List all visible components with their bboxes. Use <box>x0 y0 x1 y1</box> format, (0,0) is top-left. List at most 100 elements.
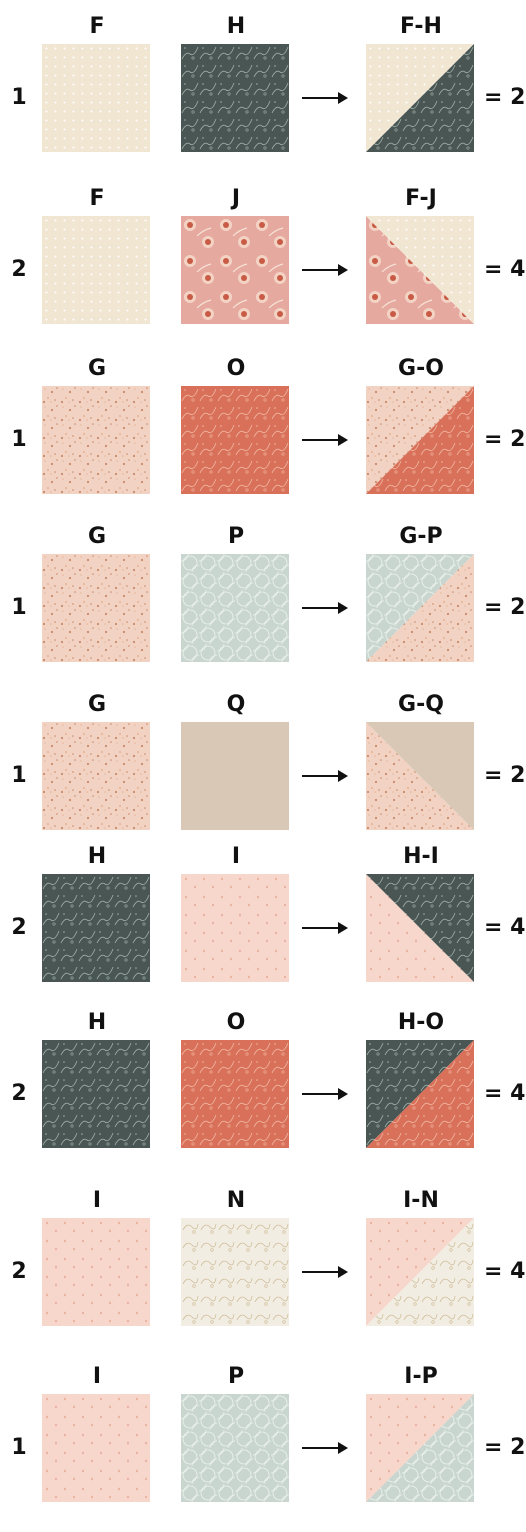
arrow-right-icon <box>300 1438 350 1458</box>
hst-triangle-top-right <box>366 874 474 982</box>
quantity-label: 1 <box>11 763 27 788</box>
fabric-a-label: I <box>92 1364 102 1389</box>
quantity-label: 2 <box>11 257 27 282</box>
fabric-a-swatch <box>42 44 150 152</box>
fabric-b-label: I <box>231 844 241 869</box>
fabric-a-label: G <box>87 524 107 549</box>
swatch-fill <box>181 1040 289 1148</box>
fabric-a-label: F <box>89 186 105 211</box>
result-unit-label: F-J <box>405 186 437 211</box>
swatch-fill <box>42 722 150 830</box>
unit-row: 1 F H F-H = 2 <box>0 4 526 164</box>
hst-result-square <box>366 554 474 662</box>
result-unit-label: F-H <box>400 14 442 39</box>
fabric-b-swatch <box>181 386 289 494</box>
quantity-label: 1 <box>11 85 27 110</box>
result-unit-label: G-O <box>398 356 444 381</box>
fabric-b-label: J <box>231 186 241 211</box>
unit-row: 2 I N I-N = 4 <box>0 1178 526 1338</box>
result-count: = 2 <box>484 427 526 452</box>
arrow-right-icon <box>300 766 350 786</box>
fabric-b-swatch <box>181 216 289 324</box>
fabric-b-label: N <box>226 1188 246 1213</box>
hst-triangle-bottom <box>366 1218 474 1326</box>
fabric-b-label: O <box>226 356 246 381</box>
fabric-a-swatch <box>42 874 150 982</box>
fabric-a-swatch <box>42 1040 150 1148</box>
result-unit-label: I-P <box>404 1364 438 1389</box>
result-unit-label: H-I <box>403 844 439 869</box>
hst-result-square <box>366 1040 474 1148</box>
hst-triangle-bottom <box>366 1040 474 1148</box>
unit-row: 1 G Q G-Q = 2 <box>0 682 526 842</box>
hst-triangle-bottom <box>366 554 474 662</box>
swatch-fill <box>42 1218 150 1326</box>
swatch-fill <box>42 554 150 662</box>
fabric-a-label: G <box>87 356 107 381</box>
hst-result-square <box>366 216 474 324</box>
fabric-b-label: Q <box>226 692 246 717</box>
fabric-b-swatch <box>181 1218 289 1326</box>
fabric-a-swatch <box>42 1394 150 1502</box>
swatch-fill <box>42 1040 150 1148</box>
hst-triangle-top-right <box>366 722 474 830</box>
fabric-b-swatch <box>181 874 289 982</box>
hst-result-square <box>366 386 474 494</box>
quantity-label: 1 <box>11 427 27 452</box>
fabric-a-swatch <box>42 1218 150 1326</box>
result-count: = 2 <box>484 595 526 620</box>
hst-triangle-bottom <box>366 1394 474 1502</box>
quantity-label: 1 <box>11 595 27 620</box>
fabric-b-label: O <box>226 1010 246 1035</box>
fabric-b-swatch <box>181 44 289 152</box>
result-count: = 2 <box>484 1435 526 1460</box>
hst-triangle-bottom <box>366 44 474 152</box>
quantity-label: 2 <box>11 915 27 940</box>
fabric-b-label: H <box>226 14 246 39</box>
result-count: = 2 <box>484 763 526 788</box>
hst-result-square <box>366 44 474 152</box>
result-count: = 4 <box>484 1081 526 1106</box>
result-count: = 4 <box>484 257 526 282</box>
fabric-b-label: P <box>227 524 245 549</box>
result-unit-label: I-N <box>403 1188 439 1213</box>
fabric-b-swatch <box>181 1394 289 1502</box>
swatch-fill <box>42 874 150 982</box>
arrow-right-icon <box>300 918 350 938</box>
fabric-a-label: H <box>87 1010 107 1035</box>
hst-result-square <box>366 1394 474 1502</box>
fabric-b-swatch <box>181 1040 289 1148</box>
swatch-fill <box>181 554 289 662</box>
fabric-a-label: I <box>92 1188 102 1213</box>
swatch-fill <box>181 1218 289 1326</box>
swatch-fill <box>42 386 150 494</box>
arrow-right-icon <box>300 260 350 280</box>
swatch-fill <box>181 874 289 982</box>
fabric-b-label: P <box>227 1364 245 1389</box>
quantity-label: 1 <box>11 1435 27 1460</box>
arrow-right-icon <box>300 598 350 618</box>
arrow-right-icon <box>300 1262 350 1282</box>
arrow-right-icon <box>300 1084 350 1104</box>
result-unit-label: G-Q <box>398 692 444 717</box>
unit-row: 2 H O H-O = 4 <box>0 1000 526 1160</box>
fabric-a-swatch <box>42 554 150 662</box>
hst-triangle-top-right <box>366 216 474 324</box>
unit-row: 1 I P I-P = 2 <box>0 1354 526 1514</box>
result-unit-label: G-P <box>399 524 443 549</box>
hst-result-square <box>366 874 474 982</box>
hst-triangle-bottom <box>366 386 474 494</box>
swatch-fill <box>181 216 289 324</box>
hst-result-square <box>366 1218 474 1326</box>
fabric-b-swatch <box>181 554 289 662</box>
hst-result-square <box>366 722 474 830</box>
unit-row: 1 G P G-P = 2 <box>0 514 526 674</box>
quantity-label: 2 <box>11 1259 27 1284</box>
swatch-fill <box>42 44 150 152</box>
quantity-label: 2 <box>11 1081 27 1106</box>
unit-row: 1 G O G-O = 2 <box>0 346 526 506</box>
arrow-right-icon <box>300 88 350 108</box>
swatch-fill <box>42 1394 150 1502</box>
arrow-right-icon <box>300 430 350 450</box>
